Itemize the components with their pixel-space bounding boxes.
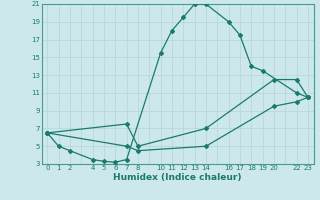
X-axis label: Humidex (Indice chaleur): Humidex (Indice chaleur) xyxy=(113,173,242,182)
